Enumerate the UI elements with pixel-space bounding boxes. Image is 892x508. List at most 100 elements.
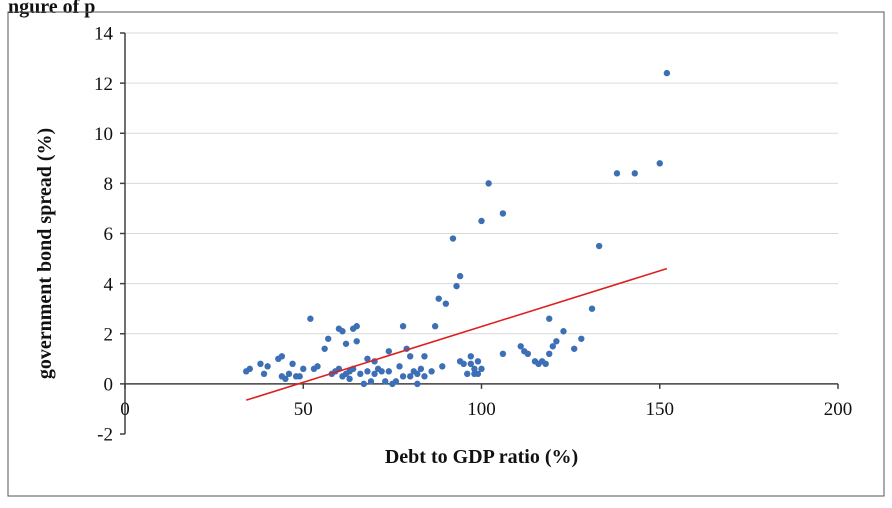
trendline [245, 267, 668, 401]
data-point [478, 365, 485, 373]
data-point [471, 365, 478, 373]
y-tick-label-10: 10 [94, 124, 113, 145]
data-point [467, 353, 475, 360]
data-point [278, 353, 286, 360]
data-point [456, 272, 464, 280]
data-point [364, 355, 371, 363]
data-point [464, 370, 471, 378]
data-point [613, 170, 621, 177]
data-points [243, 69, 671, 388]
axes [120, 32, 839, 435]
data-point [357, 370, 364, 378]
data-point [260, 370, 268, 378]
data-point [282, 375, 289, 383]
data-point [257, 360, 264, 368]
x-tick-label-50: 50 [294, 399, 313, 420]
data-point [517, 343, 524, 350]
data-point [382, 378, 389, 385]
data-point [399, 323, 407, 330]
y-axis-title: government bond spread (%) [34, 128, 56, 379]
data-point [285, 370, 293, 378]
y-tick-label-8: 8 [104, 174, 114, 195]
data-point [431, 323, 439, 330]
data-point [396, 363, 403, 370]
x-tick-label-100: 100 [467, 399, 496, 420]
data-point [542, 360, 549, 368]
data-point [342, 340, 350, 347]
data-point [439, 363, 446, 370]
data-point [392, 378, 400, 385]
x-axis-title: Debt to GDP ratio (%) [385, 446, 578, 468]
y-tick-label-6: 6 [104, 224, 114, 245]
data-point [360, 380, 368, 388]
data-point [499, 210, 507, 217]
data-point [371, 370, 378, 378]
data-point [474, 370, 482, 378]
data-point [385, 368, 393, 375]
data-point [246, 365, 253, 373]
data-point [353, 323, 360, 330]
data-point [524, 350, 532, 357]
data-point [264, 363, 271, 370]
trendline-layer [245, 267, 668, 401]
data-point [553, 338, 560, 345]
data-point [478, 217, 485, 225]
data-point [414, 380, 421, 388]
data-point [578, 335, 585, 342]
data-point [353, 338, 360, 345]
x-tick-label-0: 0 [120, 399, 130, 420]
data-point [300, 365, 307, 373]
data-point [325, 335, 332, 342]
data-point [407, 373, 414, 380]
y-tick-label-14: 14 [94, 24, 114, 45]
data-point [296, 373, 303, 380]
data-point [560, 328, 567, 335]
gridlines [125, 32, 838, 335]
data-point [485, 180, 492, 187]
data-point [378, 368, 385, 375]
data-point [588, 305, 596, 312]
data-point [421, 353, 428, 360]
chart-frame [7, 11, 885, 497]
data-point [631, 170, 638, 177]
data-point [570, 345, 578, 352]
data-point [367, 378, 375, 385]
data-point [417, 365, 425, 373]
data-point [421, 373, 428, 380]
data-point [307, 315, 314, 322]
data-point [428, 368, 435, 375]
y-tick-label-0: 0 [104, 375, 114, 396]
data-point [339, 328, 346, 335]
data-point [546, 350, 553, 357]
data-point [595, 242, 603, 250]
y-tick-label--2: -2 [97, 425, 113, 446]
data-point [449, 235, 457, 242]
data-point [385, 348, 393, 355]
data-point [499, 350, 507, 357]
data-point [407, 353, 414, 360]
data-point [435, 295, 442, 302]
data-point [442, 300, 450, 307]
x-tick-label-200: 200 [824, 399, 853, 420]
y-tick-label-4: 4 [104, 274, 114, 295]
data-point [663, 69, 671, 77]
data-point [474, 358, 482, 365]
data-point [321, 345, 328, 352]
partial-header-text: ngure of p [8, 0, 95, 18]
data-point [346, 375, 353, 383]
data-point [399, 373, 407, 380]
data-point [460, 360, 467, 368]
data-point [364, 368, 371, 375]
data-point [467, 360, 475, 368]
data-point [314, 363, 321, 370]
data-point [656, 160, 663, 167]
tick-labels: -2 0 2 4 6 8 10 12 14 0 50 100 150 200 [94, 24, 852, 446]
data-point [414, 370, 421, 378]
data-point [549, 343, 556, 350]
y-tick-label-2: 2 [104, 324, 114, 345]
data-point [546, 315, 553, 322]
data-point [453, 282, 460, 290]
data-point [289, 360, 296, 368]
